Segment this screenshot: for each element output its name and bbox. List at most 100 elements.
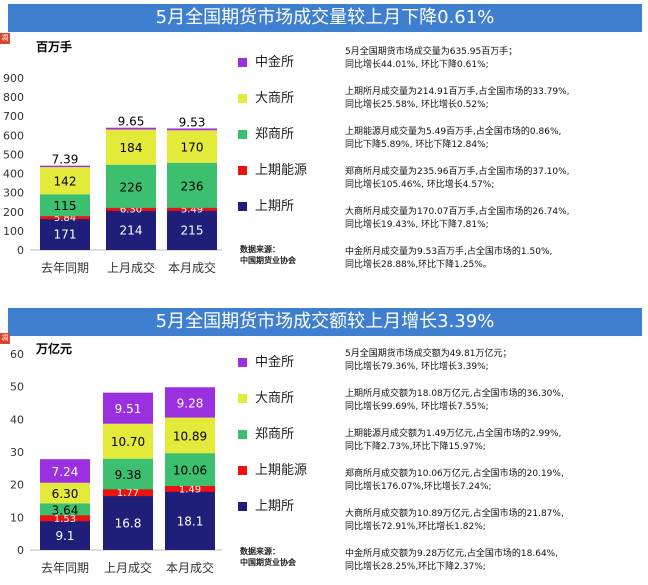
y-tick-label: 40 <box>10 413 24 426</box>
panel-title: 5月全国期货市场成交量较上月下降0.61% <box>8 4 642 32</box>
summary-note-line: 上期所月成交额为18.08万亿元,占全国市场的36.30%, <box>345 389 564 399</box>
bar-value-label-cffex: 9.53 <box>179 115 206 129</box>
summary-note-line: 同比增长99.69%, 环比增长7.55%; <box>345 402 489 412</box>
bar-segment-dce <box>103 423 153 459</box>
panel-title: 5月全国期货市场成交额较上月增长3.39% <box>8 308 642 336</box>
y-tick-label: 700 <box>3 110 24 123</box>
y-tick-label: 20 <box>10 479 24 492</box>
summary-note-line: 大商所月成交量为170.07百万手,占全国市场的26.74%, <box>345 207 570 217</box>
data-source: 数据来源： 中国期货业协会 <box>240 546 296 568</box>
bar-segment-shfe <box>167 208 217 250</box>
category-label: 上月成交 <box>104 560 152 575</box>
bar-value-label-czce: 226 <box>120 180 143 194</box>
bar-value-label-dce: 142 <box>54 175 77 189</box>
bar-segment-ine <box>103 488 153 497</box>
bar-segment-czce <box>40 194 90 217</box>
summary-note-line: 郑商所月成交额为10.06万亿元,占全国市场的20.19%, <box>345 469 564 479</box>
category-label: 去年同期 <box>41 561 89 575</box>
bar-segment-czce <box>40 503 90 516</box>
legend-swatch <box>238 94 247 103</box>
summary-note-line: 同比增长44.01%, 环比下降0.61%; <box>345 60 489 70</box>
y-tick-label: 50 <box>10 381 24 394</box>
bar-value-label-shfe: 16.8 <box>115 517 142 531</box>
summary-note-line: 同比下降5.89%, 环比下降12.84%; <box>345 140 489 150</box>
legend-swatch <box>238 202 247 211</box>
volume-panel: 5月全国期货市场成交量较上月下降0.61% 凋 百万手 0 100 200 300 40… <box>0 4 648 294</box>
unit-label: 万亿元 <box>36 342 73 356</box>
bar-value-label-ine: 1.77 <box>117 488 139 499</box>
bar-value-label-ine: 1.49 <box>179 484 201 495</box>
y-tick-label: 30 <box>10 446 24 459</box>
bar-segment-czce <box>103 458 153 490</box>
summary-note-line: 中金所月成交量为9.53百万手,占全国市场的1.50%, <box>345 247 553 257</box>
chart-legend: 中金所 大商所 郑商所 上期能源 上期所 <box>238 54 338 224</box>
summary-note-line: 同比增长176.07%,环比增长7.24%; <box>345 482 492 492</box>
bar-segment-czce <box>106 164 156 208</box>
summary-note-line: 中金所月成交额为9.28万亿元,占全国市场的18.64%, <box>345 549 559 559</box>
y-tick-label: 10 <box>10 511 24 524</box>
bar-value-label-czce: 9.38 <box>115 468 142 482</box>
bar-value-label-czce: 115 <box>54 199 77 213</box>
bar-segment-ine <box>40 215 90 220</box>
summary-note-line: 同比增长72.91%,环比增长1.82%; <box>345 522 486 532</box>
category-label: 本月成交 <box>168 260 216 275</box>
category-label: 上月成交 <box>107 260 155 275</box>
bar-value-label-shfe: 214 <box>120 224 143 238</box>
y-tick-label: 600 <box>3 129 24 142</box>
summary-note-line: 5月全国期货市场成交量为635.95百万手； <box>345 47 518 57</box>
bar-value-label-dce: 170 <box>181 141 204 155</box>
bar-segment-cffex <box>165 387 215 418</box>
legend-swatch <box>238 58 247 67</box>
y-tick-label: 0 <box>17 244 24 257</box>
legend-label: 上期能源 <box>255 163 308 178</box>
legend-label: 上期所 <box>255 199 295 214</box>
turnover-panel: 5月全国期货市场成交额较上月增长3.39% 凋 万亿元 0 10 20 30 40 50 6… <box>0 308 648 585</box>
category-label: 本月成交 <box>166 560 214 575</box>
summary-note-line: 上期能源月成交量为5.49百万手,占全国市场的0.86%, <box>345 127 562 137</box>
category-label: 去年同期 <box>41 261 89 275</box>
bar-segment-czce <box>167 162 217 208</box>
legend-swatch <box>238 466 247 475</box>
bar-segment-ine <box>106 206 156 211</box>
chart-legend: 中金所 大商所 郑商所 上期能源 上期所 <box>238 354 338 524</box>
data-source-name: 中国期货业协会 <box>240 256 296 265</box>
bar-segment-cffex <box>103 392 153 424</box>
summary-notes: 5月全国期货市场成交量为635.95百万手； 同比增长44.01%, 环比下降0.… <box>345 46 645 286</box>
bar-value-label-cffex: 9.28 <box>177 396 204 410</box>
data-source-name: 中国期货业协会 <box>240 558 296 567</box>
bar-value-label-cffex: 9.65 <box>118 115 145 129</box>
y-tick-label: 60 <box>10 348 24 361</box>
bar-value-label-czce: 10.06 <box>173 464 207 478</box>
bar-value-label-shfe: 9.1 <box>55 529 74 543</box>
bar-segment-dce <box>40 482 90 504</box>
legend-swatch <box>238 358 247 367</box>
legend-swatch <box>238 502 247 511</box>
summary-note-line: 上期所月成交量为214.91百万手,占全国市场的33.79%, <box>345 87 570 97</box>
legend-label: 郑商所 <box>255 127 295 142</box>
bar-value-label-cffex: 7.24 <box>52 465 79 479</box>
bar-segment-shfe <box>40 520 90 550</box>
summary-note-line: 同比增长79.36%, 环比增长3.39%; <box>345 362 489 372</box>
turnover-bar-chart: 0 10 20 30 40 50 60 9.1 1.533.64 6.30 7.24 去年同期 16.8… <box>10 348 222 575</box>
summary-note-line: 郑商所月成交量为235.96百万手,占全国市场的37.10%, <box>345 167 570 177</box>
legend-swatch <box>238 166 247 175</box>
legend-swatch <box>238 430 247 439</box>
y-tick-label: 200 <box>3 206 24 219</box>
legend-label: 中金所 <box>255 55 295 70</box>
legend-swatch <box>238 394 247 403</box>
summary-note-line: 5月全国期货市场成交额为49.81万亿元； <box>345 349 512 359</box>
legend-swatch <box>238 130 247 139</box>
summary-note-line: 大商所月成交额为10.89万亿元,占全国市场的21.87%, <box>345 509 564 519</box>
bar-value-label-ine: 5.84 <box>54 213 76 224</box>
legend-label: 郑商所 <box>255 427 295 442</box>
summary-note-line: 同比增长28.88%,环比下降1.25%。 <box>345 260 492 270</box>
bar-segment-shfe <box>165 490 215 550</box>
summary-notes: 5月全国期货市场成交额为49.81万亿元； 同比增长79.36%, 环比增长3.3… <box>345 348 645 583</box>
summary-note-line: 同比下降2.73%,环比下降15.97%; <box>345 442 486 452</box>
summary-note-line: 同比增长19.43%, 环比下降7.81%; <box>345 220 489 230</box>
bar-segment-dce <box>165 417 215 454</box>
summary-note-line: 同比增长28.25%,环比下降2.37%; <box>345 562 486 572</box>
bar-value-label-dce: 6.30 <box>52 487 79 501</box>
data-source-label: 数据来源： <box>240 547 280 556</box>
